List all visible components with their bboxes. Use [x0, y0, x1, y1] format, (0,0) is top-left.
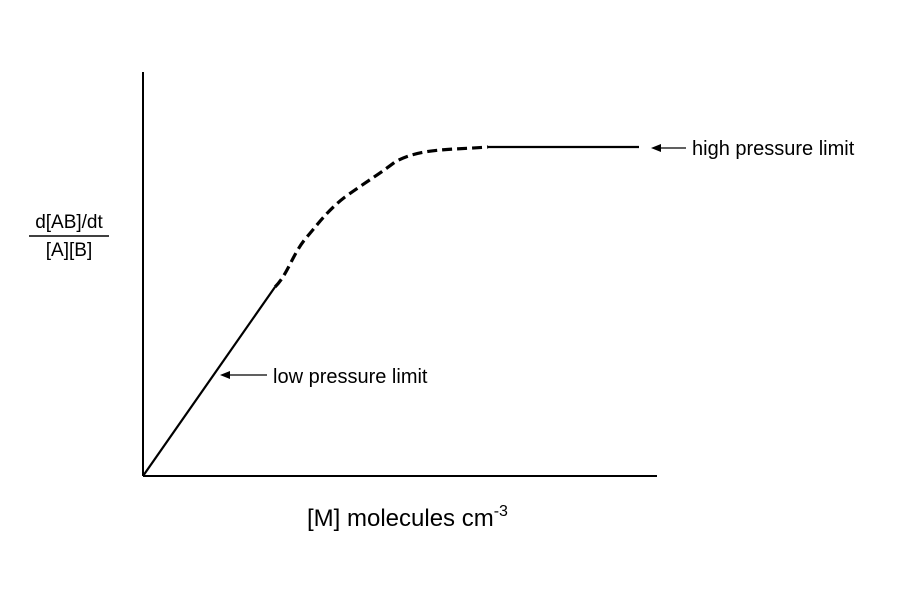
low-pressure-arrow-head-icon: [220, 371, 230, 379]
low-pressure-label: low pressure limit: [273, 366, 428, 388]
y-label-numerator: d[AB]/dt: [35, 212, 103, 233]
x-axis-label-text: [M] molecules cm: [307, 505, 494, 532]
x-axis-label: [M] molecules cm-3: [307, 503, 508, 532]
y-label-denominator: [A][B]: [46, 240, 92, 261]
falloff-dashed-segment: [273, 145, 489, 289]
low-pressure-linear-segment: [142, 286, 276, 477]
high-pressure-label: high pressure limit: [692, 138, 855, 160]
high-pressure-arrow-head-icon: [651, 144, 661, 152]
x-axis-label-exponent: -3: [494, 503, 508, 520]
